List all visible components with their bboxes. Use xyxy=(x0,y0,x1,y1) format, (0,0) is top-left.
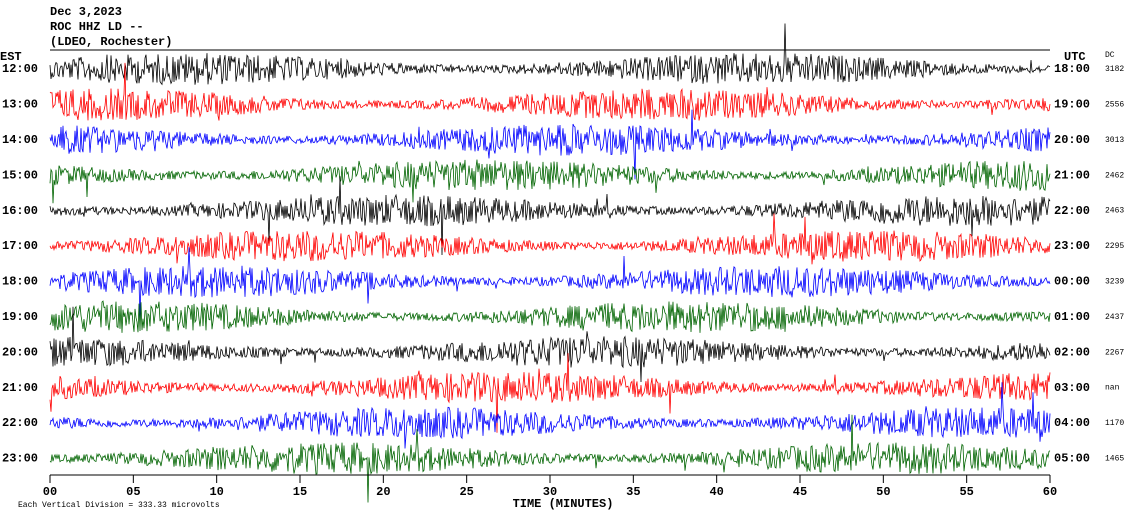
x-tick-label: 60 xyxy=(1043,485,1057,499)
footnote: Each Vertical Division = 333.33 microvol… xyxy=(18,501,220,510)
utc-label: 19:00 xyxy=(1054,98,1090,112)
utc-label: 20:00 xyxy=(1054,133,1090,147)
x-axis-title: TIME (MINUTES) xyxy=(513,497,614,511)
est-label: 17:00 xyxy=(2,239,38,253)
trace xyxy=(49,247,1051,322)
dc-label: 2556 xyxy=(1105,101,1124,110)
dc-label: 2295 xyxy=(1105,242,1124,251)
dc-label: 1465 xyxy=(1105,455,1124,464)
dc-label: 2462 xyxy=(1105,171,1124,180)
est-title: EST xyxy=(0,50,22,64)
est-label: 18:00 xyxy=(2,275,38,289)
utc-label: 02:00 xyxy=(1054,345,1090,359)
est-label: 19:00 xyxy=(2,310,38,324)
est-label: 12:00 xyxy=(2,62,38,76)
trace xyxy=(49,159,1051,204)
est-label: 15:00 xyxy=(2,168,38,182)
trace xyxy=(49,353,1051,433)
dc-label: 2463 xyxy=(1105,207,1124,216)
trace xyxy=(49,213,1051,265)
dc-label: 3239 xyxy=(1105,278,1124,287)
utc-label: 03:00 xyxy=(1054,381,1090,395)
utc-label: 23:00 xyxy=(1054,239,1090,253)
utc-label: 05:00 xyxy=(1054,452,1090,466)
x-tick-label: 20 xyxy=(376,485,390,499)
utc-label: 22:00 xyxy=(1054,204,1090,218)
trace xyxy=(49,382,1051,449)
utc-label: 18:00 xyxy=(1054,62,1090,76)
x-tick-label: 00 xyxy=(43,485,57,499)
est-label: 22:00 xyxy=(2,416,38,430)
est-label: 13:00 xyxy=(2,98,38,112)
est-label: 21:00 xyxy=(2,381,38,395)
est-label: 20:00 xyxy=(2,345,38,359)
utc-label: 01:00 xyxy=(1054,310,1090,324)
dc-label: nan xyxy=(1105,384,1120,393)
est-label: 14:00 xyxy=(2,133,38,147)
x-tick-label: 05 xyxy=(126,485,140,499)
station: ROC HHZ LD -- xyxy=(50,20,144,34)
x-tick-label: 10 xyxy=(209,485,223,499)
x-tick-label: 35 xyxy=(626,485,640,499)
x-tick-label: 30 xyxy=(543,485,557,499)
trace xyxy=(49,176,1051,256)
x-tick-label: 55 xyxy=(959,485,973,499)
utc-title: UTC xyxy=(1064,50,1086,64)
x-tick-label: 40 xyxy=(709,485,723,499)
trace xyxy=(49,23,1051,86)
trace xyxy=(49,414,1051,503)
dc-label: 1170 xyxy=(1105,419,1124,428)
dc-label: 3013 xyxy=(1105,136,1124,145)
trace xyxy=(49,300,1051,333)
dc-label: 2267 xyxy=(1105,348,1124,357)
utc-label: 04:00 xyxy=(1054,416,1090,430)
est-label: 23:00 xyxy=(2,452,38,466)
dc-label: 2437 xyxy=(1105,313,1124,322)
network: (LDEO, Rochester) xyxy=(50,35,172,49)
x-tick-label: 25 xyxy=(459,485,473,499)
x-tick-label: 15 xyxy=(293,485,307,499)
trace xyxy=(49,306,1051,383)
date: Dec 3,2023 xyxy=(50,5,122,19)
dc-label: 3182 xyxy=(1105,65,1124,74)
trace xyxy=(49,62,1051,121)
dc-title: DC xyxy=(1105,51,1115,60)
traces xyxy=(49,23,1051,503)
utc-label: 21:00 xyxy=(1054,168,1090,182)
x-tick-label: 50 xyxy=(876,485,890,499)
utc-label: 00:00 xyxy=(1054,275,1090,289)
est-label: 16:00 xyxy=(2,204,38,218)
x-tick-label: 45 xyxy=(793,485,807,499)
trace xyxy=(49,109,1051,180)
